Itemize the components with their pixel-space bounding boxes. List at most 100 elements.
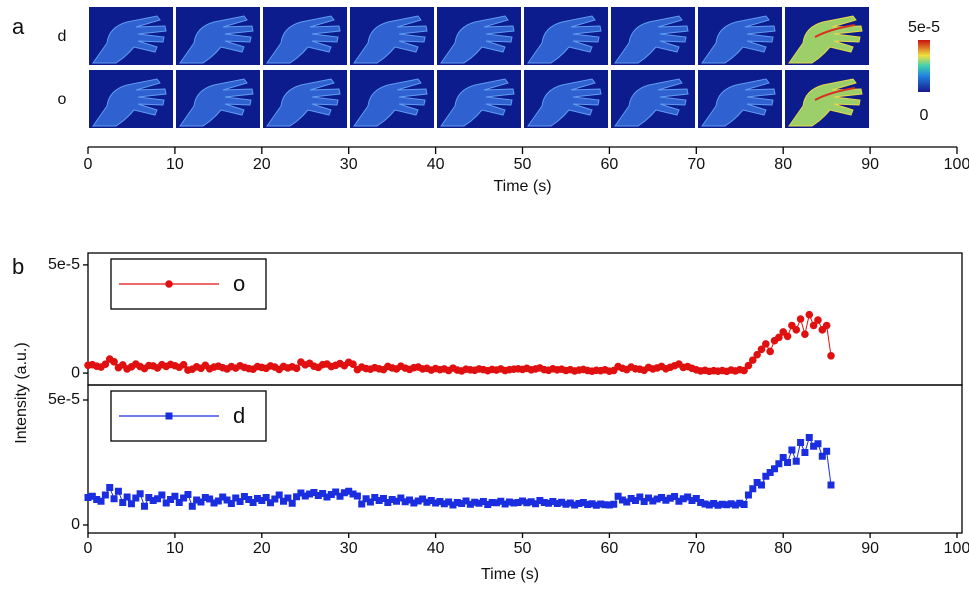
marker: [397, 494, 405, 502]
y-tick-label: 5e-5: [48, 256, 80, 273]
marker: [193, 496, 201, 504]
x-tick-label: 20: [253, 540, 271, 557]
marker: [501, 500, 509, 508]
marker: [662, 496, 670, 504]
marker: [466, 500, 474, 508]
marker: [744, 491, 752, 499]
marker: [323, 493, 331, 501]
marker: [88, 492, 96, 500]
marker: [440, 500, 448, 508]
hand-image: [89, 7, 173, 65]
marker: [306, 490, 314, 498]
hand-image: [524, 70, 608, 128]
x-axis-label: Time (s): [481, 566, 539, 583]
marker: [371, 494, 379, 501]
marker: [801, 449, 809, 456]
marker: [453, 499, 461, 506]
marker: [145, 494, 153, 501]
marker: [110, 495, 118, 503]
marker: [779, 454, 787, 461]
hand-hot: [814, 24, 856, 38]
marker: [401, 498, 409, 506]
marker: [792, 326, 801, 334]
marker: [519, 497, 526, 505]
marker: [757, 481, 765, 489]
marker: [784, 459, 792, 466]
x-tick-label: 20: [253, 156, 271, 173]
marker: [827, 351, 835, 360]
marker: [258, 497, 266, 504]
marker: [423, 498, 431, 506]
marker: [358, 500, 366, 508]
marker: [775, 460, 783, 468]
x-tick-label: 50: [514, 156, 532, 173]
marker: [132, 494, 140, 502]
marker: [636, 493, 644, 501]
y-axis-label: Intensity (a.u.): [13, 342, 30, 443]
marker: [119, 499, 127, 506]
hand: [440, 15, 515, 64]
marker: [666, 494, 674, 502]
hand: [179, 15, 254, 64]
marker: [201, 494, 209, 501]
x-tick-label: 80: [774, 156, 792, 173]
legend-label: d: [233, 403, 245, 428]
marker: [749, 485, 757, 493]
marker: [136, 490, 144, 498]
hand: [701, 78, 776, 127]
marker: [679, 495, 687, 503]
marker: [527, 498, 535, 506]
marker: [718, 500, 726, 508]
marker: [314, 492, 322, 499]
marker: [823, 447, 831, 455]
marker: [723, 501, 731, 509]
legend-marker: [165, 280, 173, 288]
marker: [458, 500, 466, 507]
marker: [532, 500, 540, 508]
marker: [432, 499, 440, 507]
marker: [97, 497, 105, 505]
row-label: d: [58, 28, 67, 45]
marker: [792, 457, 800, 465]
legend-box: [110, 390, 267, 442]
x-tick-label: 60: [601, 540, 619, 557]
marker: [123, 493, 131, 501]
marker: [353, 492, 361, 500]
hand-image: [785, 70, 869, 128]
marker: [775, 333, 783, 342]
hand: [266, 78, 341, 127]
marker: [562, 500, 570, 508]
x-tick-label: 40: [427, 540, 445, 557]
marker: [536, 497, 544, 504]
marker: [566, 499, 574, 507]
marker: [497, 497, 505, 505]
marker: [623, 498, 631, 506]
marker: [788, 446, 796, 454]
marker: [762, 340, 770, 348]
marker: [727, 500, 735, 508]
marker: [284, 494, 292, 502]
marker: [449, 501, 457, 509]
marker: [288, 499, 296, 507]
marker: [210, 499, 218, 507]
marker: [640, 498, 648, 505]
marker: [362, 495, 370, 503]
marker: [301, 492, 309, 500]
marker: [540, 499, 548, 506]
x-axis-label: Time (s): [493, 178, 551, 195]
marker: [266, 499, 274, 507]
marker: [214, 497, 222, 505]
marker: [701, 500, 709, 508]
marker: [579, 499, 587, 506]
marker: [336, 492, 344, 500]
hand-image: [176, 7, 260, 65]
hand-image: [437, 70, 521, 128]
marker: [822, 321, 831, 330]
panel-label: b: [12, 254, 24, 279]
marker: [223, 496, 231, 504]
marker: [332, 488, 340, 496]
marker: [631, 497, 639, 504]
marker: [740, 501, 748, 508]
x-tick-label: 70: [687, 156, 705, 173]
marker: [293, 493, 301, 501]
